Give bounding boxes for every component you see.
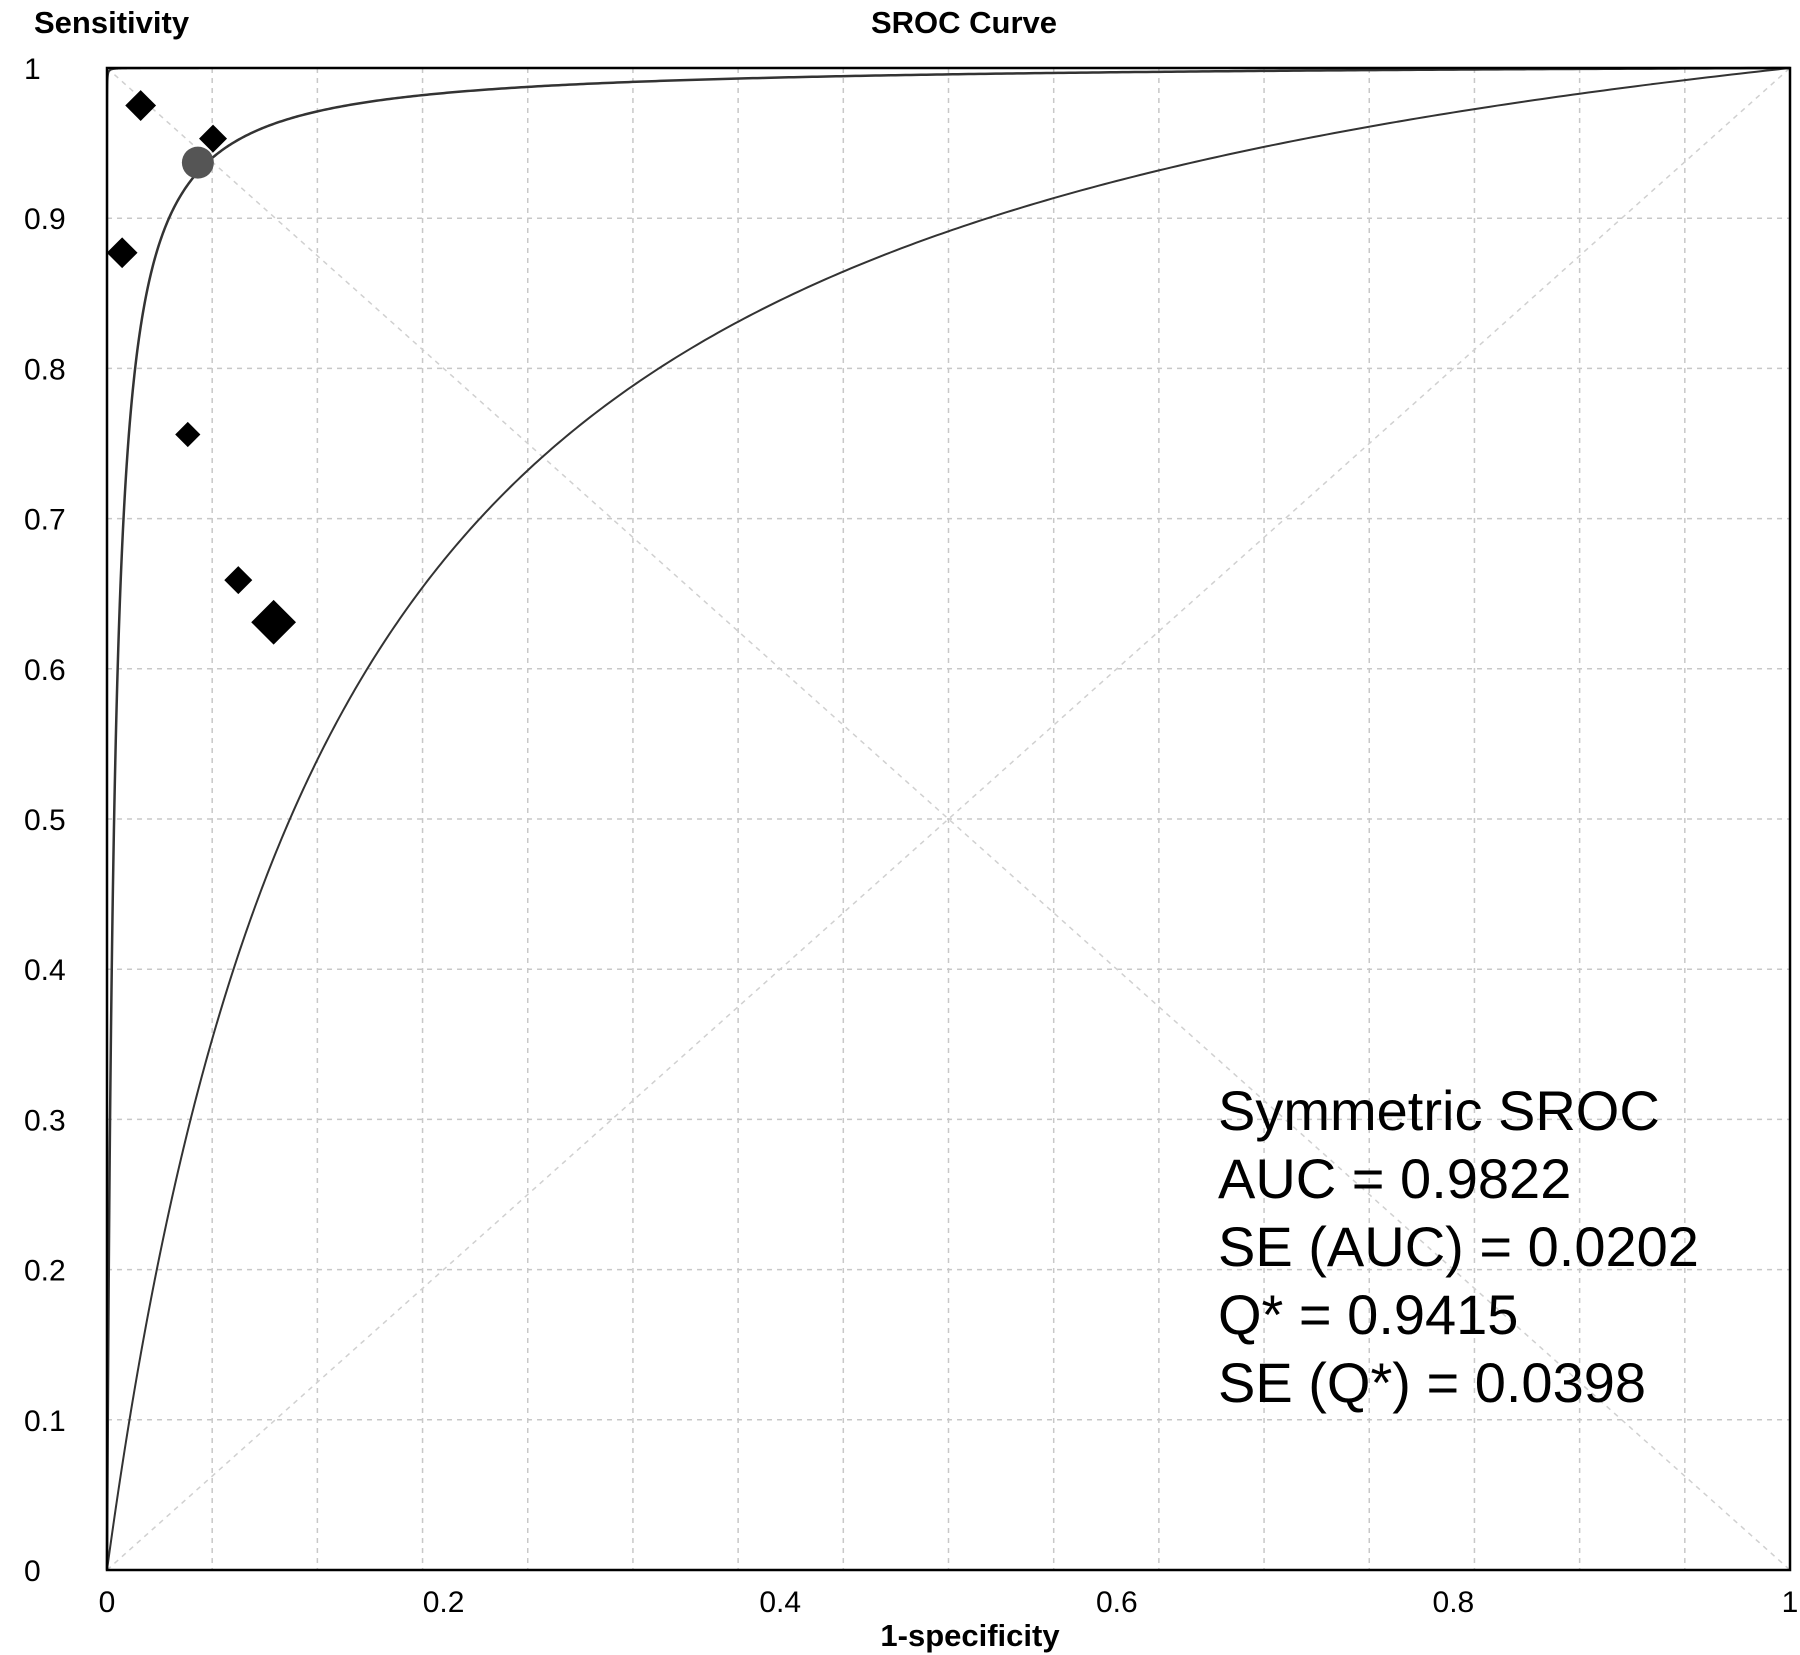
stats-line-method: Symmetric SROC xyxy=(1218,1079,1660,1142)
stats-line-se-q: SE (Q*) = 0.0398 xyxy=(1218,1351,1646,1414)
study-marker xyxy=(251,599,297,645)
stats-annotation: Symmetric SROC AUC = 0.9822 SE (AUC) = 0… xyxy=(1218,1079,1699,1414)
x-axis-title: 1-specificity xyxy=(880,1618,1060,1653)
study-marker xyxy=(199,124,228,153)
y-tick-label: 0.9 xyxy=(24,203,66,236)
y-tick-label: 0.5 xyxy=(24,804,66,837)
x-tick-labels: 0 0.2 0.4 0.6 0.8 1 xyxy=(99,1586,1799,1619)
study-marker xyxy=(224,566,253,595)
q-star-point xyxy=(181,146,214,179)
grid xyxy=(107,68,1790,1570)
y-tick-label: 0.4 xyxy=(24,954,66,987)
y-tick-label: 0.6 xyxy=(24,654,66,687)
plot-frame xyxy=(105,66,1792,1572)
x-tick-label: 0.2 xyxy=(423,1586,465,1619)
y-tick-label: 0.8 xyxy=(24,353,66,386)
y-tick-label: 0.7 xyxy=(24,504,66,537)
x-tick-label: 0.8 xyxy=(1433,1586,1475,1619)
stats-line-se-auc: SE (AUC) = 0.0202 xyxy=(1218,1215,1699,1278)
ci-lower-curve xyxy=(106,67,1791,1571)
study-markers xyxy=(106,90,297,645)
x-tick-label: 0.4 xyxy=(759,1586,801,1619)
x-tick-label: 1 xyxy=(1782,1586,1799,1619)
chart-title: SROC Curve xyxy=(871,5,1057,40)
y-tick-label: 0.3 xyxy=(24,1104,66,1137)
y-tick-label: 1 xyxy=(24,53,41,86)
x-tick-label: 0.6 xyxy=(1096,1586,1138,1619)
sroc-curve xyxy=(105,66,1791,1570)
y-tick-label: 0 xyxy=(24,1555,41,1588)
stats-line-auc: AUC = 0.9822 xyxy=(1218,1147,1571,1210)
stats-line-q: Q* = 0.9415 xyxy=(1218,1283,1518,1346)
y-axis-title: Sensitivity xyxy=(34,5,190,40)
y-tick-labels: 0 0.1 0.2 0.3 0.4 0.5 0.6 0.7 0.8 0.9 1 xyxy=(24,53,66,1588)
study-marker xyxy=(125,90,157,121)
x-tick-label: 0 xyxy=(99,1586,116,1619)
study-marker xyxy=(175,421,201,448)
y-tick-label: 0.2 xyxy=(24,1255,66,1288)
study-marker xyxy=(106,237,138,269)
y-tick-label: 0.1 xyxy=(24,1405,66,1438)
